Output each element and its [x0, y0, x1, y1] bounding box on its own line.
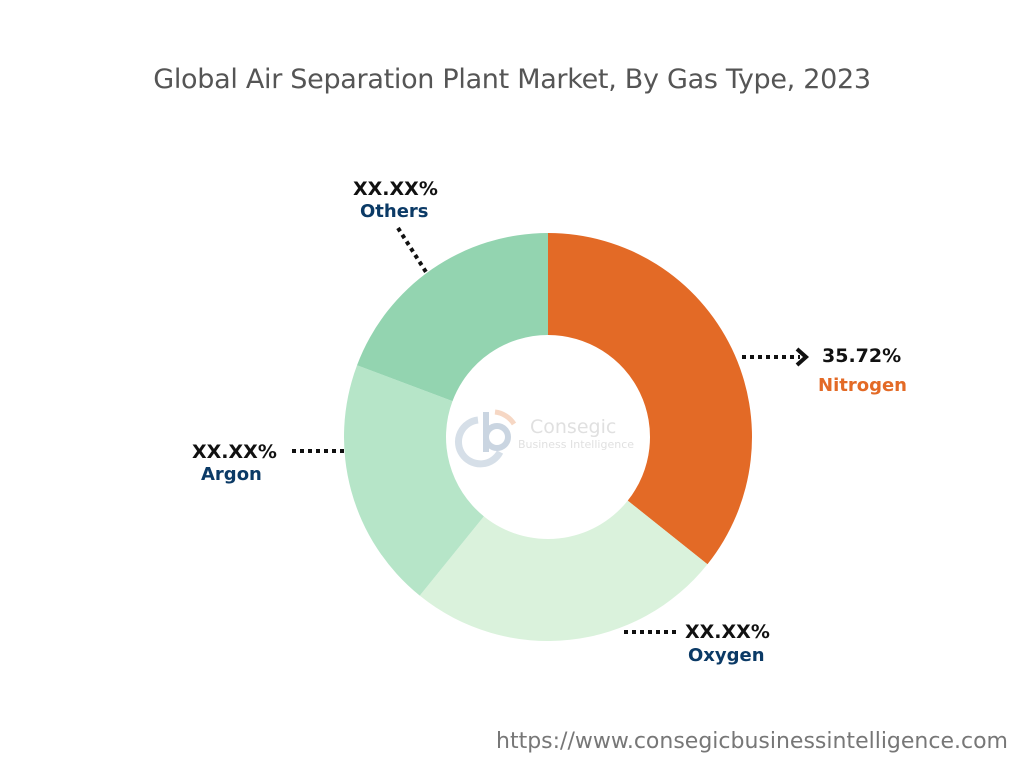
leader-line-others — [396, 226, 428, 274]
donut-slice-oxygen — [419, 500, 708, 641]
data-label-oxygen: XX.XX% — [685, 621, 770, 643]
source-url: https://www.consegicbusinessintelligence… — [496, 729, 1008, 754]
data-label-nitrogen: 35.72% — [822, 345, 901, 367]
data-label-others: XX.XX% — [353, 178, 438, 200]
consegic-logo-watermark: Consegic Business Intelligence — [455, 409, 634, 468]
category-label-nitrogen: Nitrogen — [818, 375, 907, 396]
category-label-others: Others — [360, 201, 429, 222]
data-label-argon: XX.XX% — [192, 441, 277, 463]
logo-name: Consegic — [530, 416, 616, 438]
arrow-head-nitrogen — [795, 347, 810, 367]
donut-slice-nitrogen — [548, 233, 753, 565]
category-label-argon: Argon — [201, 464, 262, 485]
chart-title: Global Air Separation Plant Market, By G… — [153, 64, 871, 95]
donut-slice-others — [357, 233, 548, 402]
category-label-oxygen: Oxygen — [688, 645, 765, 666]
logo-tagline: Business Intelligence — [518, 438, 634, 451]
donut-slice-argon — [344, 365, 484, 596]
